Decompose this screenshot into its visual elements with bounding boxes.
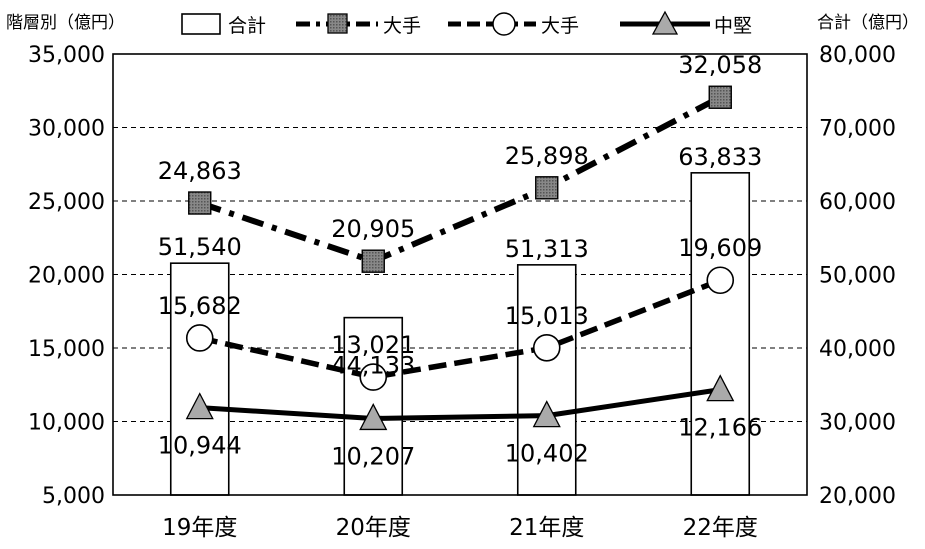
data-labels: 51,540 44,133 51,313 63,833 24,863 20,905 25,8… xyxy=(158,51,762,470)
triangle-marker xyxy=(359,403,388,431)
triangle-marker xyxy=(532,400,561,428)
left-axis-tick-label: 25,000 xyxy=(28,190,105,215)
right-axis-title: 合計（億円） xyxy=(817,13,919,33)
legend-label-mid: 中堅 xyxy=(714,15,752,37)
square-marker xyxy=(188,191,212,215)
circle-marker xyxy=(359,363,388,391)
left-axis-ticks: 5,000 10,000 15,000 20,000 25,000 30,000 35,00… xyxy=(28,43,105,509)
circle-marker xyxy=(532,334,561,362)
legend-label-large-square: 大手 xyxy=(383,15,421,37)
legend-marker-triangle-icon xyxy=(651,10,679,35)
category-label: 19年度 xyxy=(162,515,237,541)
right-axis-tick-label: 60,000 xyxy=(819,190,896,215)
left-axis-title: 階層別（億円） xyxy=(6,13,125,33)
total-data-label: 51,540 xyxy=(158,233,242,261)
category-label: 21年度 xyxy=(509,515,584,541)
triangle-data-label: 12,166 xyxy=(678,414,762,442)
left-axis-tick-label: 20,000 xyxy=(28,264,105,289)
left-axis-tick-label: 35,000 xyxy=(28,43,105,68)
square-marker xyxy=(361,249,385,273)
square-data-label: 24,863 xyxy=(158,157,242,185)
triangle-marker xyxy=(706,374,735,402)
circle-marker xyxy=(185,324,214,352)
left-axis-tick-label: 5,000 xyxy=(42,484,105,509)
category-labels: 19年度 20年度 21年度 22年度 xyxy=(162,515,758,541)
right-axis-tick-label: 30,000 xyxy=(819,411,896,436)
circle-data-label: 15,013 xyxy=(505,302,589,330)
right-axis-tick-label: 50,000 xyxy=(819,264,896,289)
square-marker xyxy=(708,85,732,109)
triangle-data-label: 10,944 xyxy=(158,432,242,460)
circle-data-label: 19,609 xyxy=(678,234,762,262)
legend-label-total: 合計 xyxy=(228,15,266,37)
legend: 合計 大手 大手 中堅 xyxy=(181,10,752,37)
circle-marker xyxy=(706,266,735,295)
series-markers xyxy=(185,85,735,431)
total-data-label: 44,133 xyxy=(331,352,415,380)
left-axis-tick-label: 15,000 xyxy=(28,337,105,362)
left-axis-tick-label: 10,000 xyxy=(28,411,105,436)
circle-data-label: 13,021 xyxy=(331,331,415,359)
right-axis-tick-label: 20,000 xyxy=(819,484,896,509)
legend-marker-circle-icon xyxy=(492,12,516,36)
right-axis-tick-label: 80,000 xyxy=(819,43,896,68)
triangle-data-label: 10,207 xyxy=(331,442,415,470)
category-label: 22年度 xyxy=(683,515,758,541)
square-marker xyxy=(535,176,559,200)
series-lines xyxy=(198,94,722,421)
left-axis-tick-label: 30,000 xyxy=(28,117,105,142)
total-bar xyxy=(690,172,751,496)
series-line-square xyxy=(198,94,722,265)
triangle-marker xyxy=(185,392,214,420)
total-bar xyxy=(169,262,230,496)
total-data-label: 51,313 xyxy=(505,235,589,263)
square-data-label: 25,898 xyxy=(505,142,589,170)
total-bar xyxy=(516,264,577,496)
right-axis-tick-label: 70,000 xyxy=(819,117,896,142)
right-axis-ticks: 20,000 30,000 40,000 50,000 60,000 70,000 80,0… xyxy=(819,43,896,509)
plot-frame xyxy=(112,53,808,496)
right-axis-tick-label: 40,000 xyxy=(819,337,896,362)
square-data-label: 20,905 xyxy=(331,215,415,243)
legend-marker-square-icon xyxy=(327,13,348,34)
series-line-triangle xyxy=(199,387,721,421)
circle-data-label: 15,682 xyxy=(158,292,242,320)
square-data-label: 32,058 xyxy=(678,51,762,79)
total-data-label: 63,833 xyxy=(678,143,762,171)
category-label: 20年度 xyxy=(336,515,411,541)
legend-swatch-total xyxy=(181,13,221,35)
series-line-circle xyxy=(199,277,722,380)
legend-label-large-circle: 大手 xyxy=(541,15,579,37)
triangle-data-label: 10,402 xyxy=(505,440,589,468)
